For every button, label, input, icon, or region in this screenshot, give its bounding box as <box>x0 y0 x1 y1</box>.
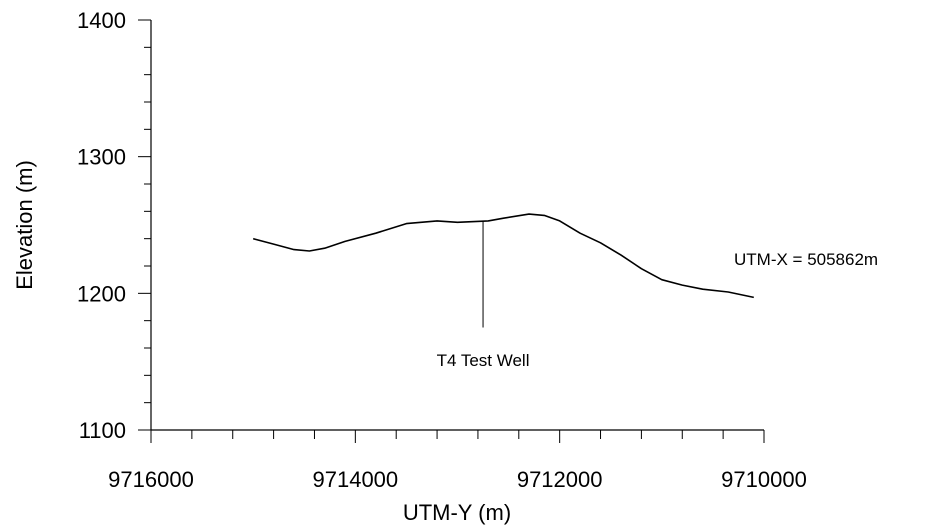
x-tick-label: 9716000 <box>108 467 194 492</box>
x-tick-label: 9714000 <box>313 467 399 492</box>
x-axis-ticks: 9716000 9714000 9712000 9710000 <box>108 430 807 492</box>
y-tick-label: 1400 <box>77 8 126 33</box>
y-axis-title: Elevation (m) <box>12 160 37 290</box>
y-axis-ticks: 1100 1200 1300 1400 <box>77 8 151 443</box>
annotations: T4 Test Well UTM-X = 505862m <box>437 220 878 370</box>
x-axis-title: UTM-Y (m) <box>403 500 511 525</box>
well-marker-label: T4 Test Well <box>437 351 530 370</box>
elevation-profile-line <box>252 213 754 299</box>
axes: 9716000 9714000 9712000 9710000 1100 1200 130… <box>77 8 807 492</box>
y-tick-label: 1300 <box>77 145 126 170</box>
series-layer <box>252 213 754 299</box>
utm-x-annotation: UTM-X = 505862m <box>734 250 878 269</box>
y-tick-label: 1100 <box>79 418 126 443</box>
x-tick-label: 9710000 <box>721 467 807 492</box>
x-tick-label: 9712000 <box>517 467 603 492</box>
y-tick-label: 1200 <box>77 281 126 306</box>
